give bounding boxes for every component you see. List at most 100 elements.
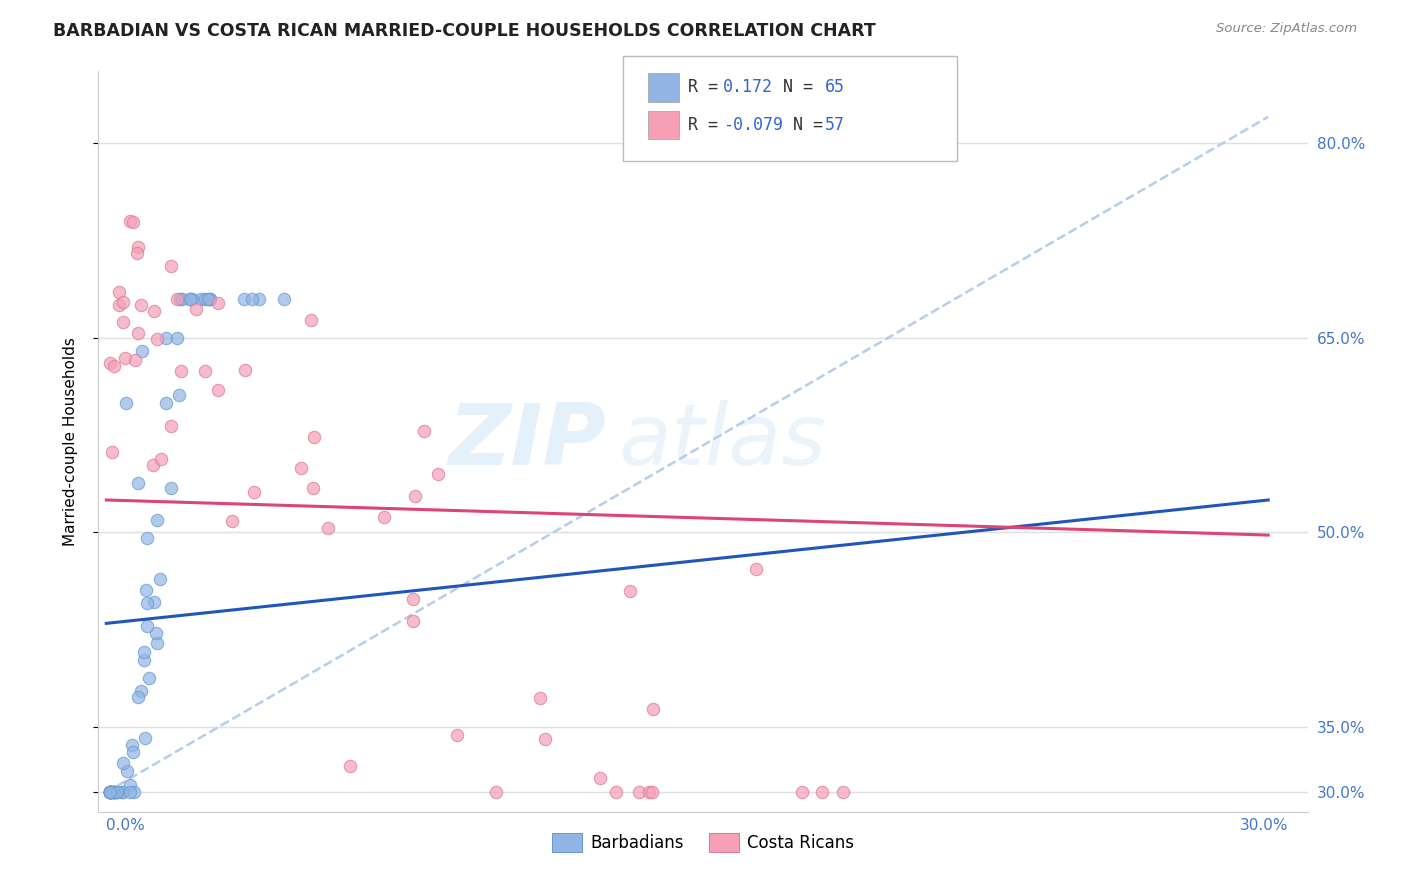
Point	[170, 292, 193, 306]
Point	[124, 353, 146, 368]
Point	[247, 292, 270, 306]
Point	[179, 292, 201, 306]
Point	[619, 583, 641, 598]
Point	[373, 509, 395, 524]
Text: R =: R =	[688, 116, 727, 134]
Point	[138, 671, 160, 685]
Text: N =: N =	[783, 78, 823, 96]
Point	[179, 292, 201, 306]
Point	[131, 343, 153, 358]
Point	[155, 395, 177, 409]
Point	[112, 315, 135, 329]
Point	[484, 785, 506, 799]
Point	[745, 562, 768, 576]
Point	[134, 653, 156, 667]
Point	[197, 292, 219, 306]
Point	[198, 292, 221, 306]
Point	[149, 572, 172, 586]
Point	[115, 395, 138, 409]
Text: 65: 65	[825, 78, 845, 96]
Point	[404, 489, 426, 503]
Point	[402, 591, 425, 606]
Point	[831, 785, 853, 799]
Point	[98, 785, 121, 799]
Point	[111, 785, 134, 799]
Point	[118, 785, 141, 799]
Point	[98, 785, 121, 799]
Point	[628, 785, 651, 799]
Point	[221, 515, 243, 529]
Point	[533, 732, 555, 747]
Point	[290, 461, 312, 475]
Point	[101, 445, 124, 459]
Point	[643, 702, 665, 716]
Point	[111, 785, 134, 799]
Point	[143, 303, 166, 318]
Point	[114, 351, 136, 365]
Point	[105, 785, 128, 799]
Point	[588, 771, 610, 785]
Point	[135, 596, 157, 610]
Point	[155, 331, 177, 345]
Point	[446, 728, 468, 742]
Point	[120, 778, 142, 792]
Point	[207, 295, 229, 310]
Point	[302, 430, 325, 444]
Point	[132, 644, 155, 658]
Point	[125, 246, 148, 260]
Point	[145, 625, 167, 640]
Point	[129, 684, 152, 698]
Point	[101, 785, 124, 799]
Point	[101, 785, 124, 799]
Point	[98, 785, 121, 799]
Point	[98, 785, 121, 799]
Point	[103, 785, 125, 799]
Point	[105, 785, 128, 799]
Point	[100, 785, 122, 799]
Point	[190, 292, 212, 306]
Point	[111, 295, 134, 310]
Point	[146, 636, 169, 650]
Text: -0.079: -0.079	[723, 116, 783, 134]
Point	[98, 785, 121, 799]
Point	[299, 313, 322, 327]
Point	[100, 356, 122, 370]
Point	[136, 531, 159, 545]
Y-axis label: Married-couple Households: Married-couple Households	[63, 337, 77, 546]
Point	[108, 298, 131, 312]
Point	[142, 458, 165, 472]
Point	[233, 292, 256, 306]
Point	[108, 285, 131, 300]
Point	[98, 785, 121, 799]
Point	[233, 362, 256, 376]
Text: atlas: atlas	[619, 400, 827, 483]
Point	[127, 326, 149, 340]
Point	[101, 785, 124, 799]
Point	[339, 759, 361, 773]
Point	[169, 292, 191, 306]
Point	[240, 292, 263, 306]
Point	[122, 785, 145, 799]
Point	[641, 785, 664, 799]
Text: ZIP: ZIP	[449, 400, 606, 483]
Point	[166, 292, 188, 306]
Point	[207, 384, 229, 398]
Point	[402, 614, 425, 628]
Point	[150, 451, 173, 466]
Point	[103, 785, 125, 799]
Point	[160, 259, 183, 273]
Point	[103, 359, 125, 373]
Text: 0.0%: 0.0%	[107, 818, 145, 833]
Text: 30.0%: 30.0%	[1239, 818, 1288, 833]
Point	[146, 332, 169, 346]
Point	[115, 764, 138, 779]
Point	[122, 746, 145, 760]
Point	[198, 292, 221, 306]
Point	[811, 785, 834, 799]
Point	[413, 425, 436, 439]
Point	[166, 331, 188, 345]
Point	[160, 419, 183, 434]
Text: 57: 57	[825, 116, 845, 134]
Point	[98, 785, 121, 799]
Point	[134, 731, 156, 746]
